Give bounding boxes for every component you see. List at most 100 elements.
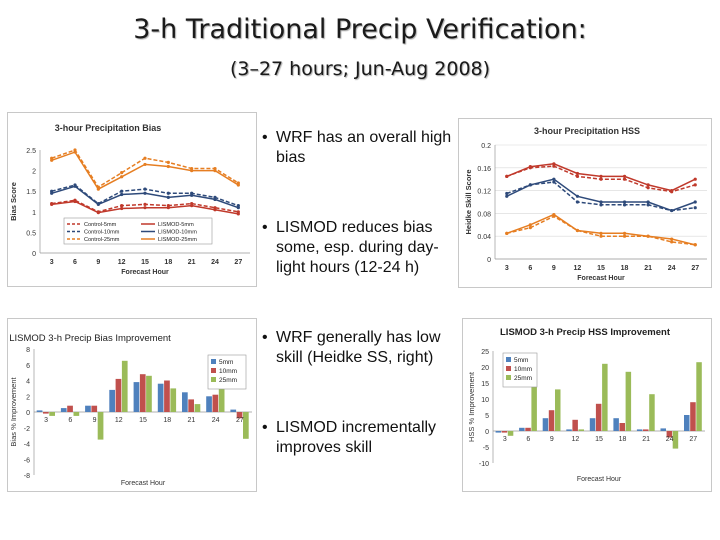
bias-series-3-point [96, 202, 100, 206]
bias-improvement-bar-chart: LISMOD 3-h Precip Bias Improvement -8 -6 -4… [7, 318, 257, 492]
bullet-3-text: WRF generally has low skill (Heidke SS, … [276, 329, 441, 366]
bias-imp-ylabel: Bias % Improvement [9, 376, 18, 446]
bias-series-0-point [143, 202, 147, 206]
bias-line-chart: 3-hour Precipitation Bias 0 0.5 1 1.5 2 2.5 3 6 9… [7, 112, 257, 287]
bullet-4: • LISMOD incrementally improves skill [262, 418, 462, 458]
bias-legend-label: LISMOD-5mm [158, 222, 194, 228]
hss-imp-series-1-bar [666, 431, 673, 438]
bias-legend-label: LISMOD-10mm [158, 230, 197, 236]
hss-imp-series-0-bar [589, 418, 596, 431]
bias-series-3-point [236, 206, 240, 210]
bias-imp-series-1-bar [212, 394, 219, 412]
hss-series-1-point [670, 189, 674, 193]
hss-imp-legend-label: 10mm [514, 366, 532, 373]
hss-series-2-point [599, 203, 603, 207]
hss-series-5-point [622, 231, 627, 235]
bias-imp-xtick: 27 [236, 417, 244, 424]
hss-series-2-point [622, 203, 627, 207]
bias-imp-xtick: 24 [212, 417, 220, 424]
bullet-2: • LISMOD reduces bias some, esp. during d… [262, 218, 462, 278]
hss-imp-series-1-bar [643, 429, 649, 431]
hss-series-1-point [505, 174, 509, 178]
hss-imp-series-1-bar [690, 402, 696, 431]
bias-imp-xtick: 12 [115, 417, 123, 424]
hss-series-0-point [552, 164, 556, 168]
bias-series-5-point [96, 187, 100, 191]
bias-series-4-point [143, 156, 147, 160]
bias-series-5-point [120, 175, 124, 179]
hss-imp-series-1-bar [619, 423, 625, 431]
bias-series-1-point [213, 208, 217, 212]
bias-series-3-point [120, 192, 124, 197]
hss-imp-series-0-bar [660, 428, 666, 431]
hss-xtick: 12 [574, 265, 582, 272]
bias-ytick: 1 [32, 210, 36, 217]
hss-imp-series-2-bar [555, 389, 561, 431]
bias-imp-ytick: -6 [24, 457, 30, 464]
bias-imp-ytick: 6 [26, 363, 30, 370]
bias-series-3-point [73, 184, 77, 188]
bias-ytick: 0 [32, 251, 36, 258]
hss-imp-title: LISMOD 3-h Precip HSS Improvement [500, 327, 671, 338]
bias-imp-xtick: 9 [93, 417, 97, 424]
hss-series-0-point [646, 186, 650, 190]
bias-imp-legend-label: 10mm [219, 368, 237, 375]
hss-series-3-point [552, 177, 556, 181]
slide-subtitle: (3–27 hours; Jun-Aug 2008) [229, 58, 491, 80]
hss-series-0-point [622, 177, 627, 181]
bias-series-1-point [143, 206, 147, 210]
hss-imp-series-0-bar [613, 418, 619, 431]
hss-series-5-point [646, 234, 650, 238]
bias-series-1-point [236, 212, 240, 216]
bias-ytick: 0.5 [26, 230, 36, 237]
bias-imp-series-1-bar [115, 378, 122, 412]
bias-series-5-point [73, 150, 77, 154]
hss-imp-xlabel: Forecast Hour [577, 476, 622, 483]
bias-xtick: 9 [96, 259, 100, 266]
bias-series-3-point [190, 193, 194, 197]
bias-imp-legend-label: 25mm [219, 377, 237, 384]
hss-series-0-point [599, 177, 603, 181]
bias-series-2-point [143, 187, 147, 191]
hss-series-5-point [575, 228, 580, 233]
bias-imp-legend-swatch [211, 368, 216, 373]
hss-imp-series-2-bar [625, 371, 632, 431]
bias-imp-series-2-bar [146, 375, 152, 412]
bias-xtick: 24 [211, 259, 219, 266]
bias-imp-series-1-bar [67, 405, 73, 412]
hss-imp-ytick: 25 [481, 349, 489, 356]
bias-xtick: 12 [118, 259, 126, 266]
hss-xtick: 27 [691, 265, 699, 272]
hss-imp-xtick: 18 [619, 436, 627, 443]
hss-imp-series-2-bar [602, 363, 608, 431]
bias-imp-xtick: 6 [68, 417, 72, 424]
bias-ytick: 2.5 [26, 148, 36, 155]
bias-imp-title: LISMOD 3-h Precip Bias Improvement [9, 333, 171, 344]
hss-imp-xtick: 12 [572, 436, 580, 443]
bias-series-5-point [236, 183, 240, 187]
hss-imp-xtick: 9 [550, 436, 554, 443]
bias-legend-label: Control-25mm [84, 237, 120, 243]
hss-imp-series-1-bar [595, 403, 602, 431]
hss-imp-series-0-bar [566, 429, 572, 431]
bias-series-1-point [120, 206, 124, 211]
hss-series-3-point [646, 200, 650, 204]
hss-xtick: 24 [668, 265, 676, 272]
hss-series-1-point [575, 171, 580, 176]
bias-imp-xtick: 18 [163, 417, 171, 424]
bias-imp-legend-swatch [211, 377, 216, 382]
bias-series-1-point [96, 211, 100, 215]
bullet-1-text: WRF has an overall high bias [276, 129, 452, 166]
bias-imp-ytick: -2 [24, 426, 30, 433]
bias-series-3-point [213, 197, 217, 202]
hss-series-1-point [528, 165, 532, 169]
hss-ytick: 0.12 [477, 189, 491, 196]
hss-series-1-point [622, 174, 627, 178]
bias-imp-ytick: -8 [24, 473, 30, 480]
hss-series-4-point [622, 234, 627, 238]
bias-legend-label: Control-5mm [84, 222, 117, 228]
bias-imp-series-0-bar [206, 396, 212, 413]
bias-imp-xtick: 15 [139, 417, 147, 424]
hss-imp-xtick: 15 [595, 436, 603, 443]
hss-imp-ytick: 10 [481, 397, 489, 404]
